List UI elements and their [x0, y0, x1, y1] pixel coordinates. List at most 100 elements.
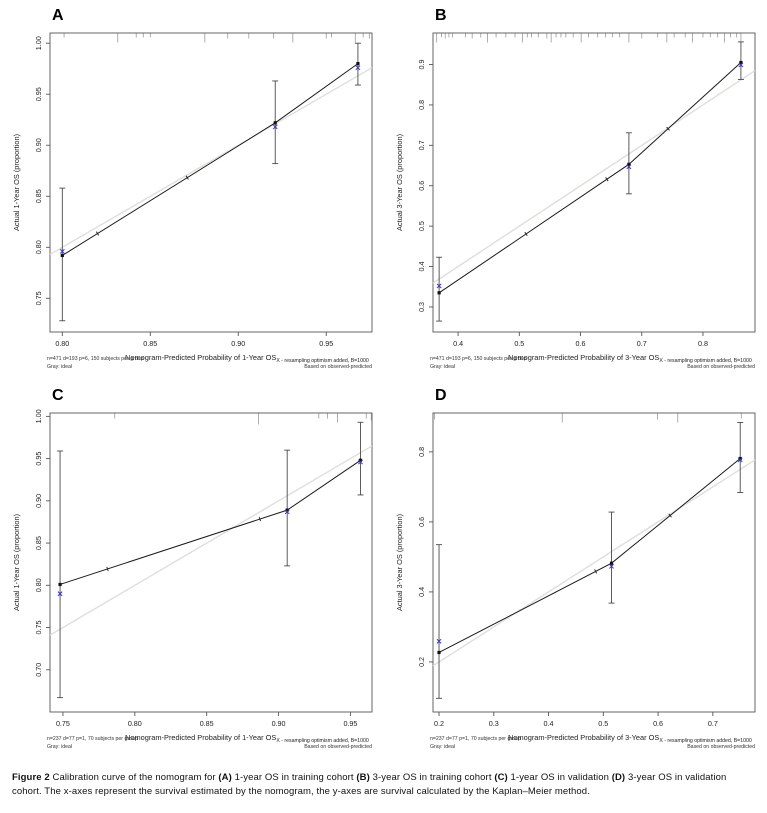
calibration-plot-svg: A 0.80 0.85 0.90 0.95 0.75 0.80 0.85 0.90 0.95 1.0… — [12, 7, 373, 370]
footnote-observed-predicted: Based on observed-predicted — [687, 744, 755, 750]
panel-letter: C — [52, 387, 64, 404]
y-axis-title: Actual 1-Year OS (proportion) — [12, 514, 21, 611]
caption-text-segment: 3-year OS in training cohort — [369, 772, 495, 783]
y-axis-tick-label: 0.9 — [417, 60, 426, 70]
line-segment-tick — [666, 126, 670, 131]
observed-point-marker — [60, 253, 64, 258]
y-axis-tick-label: 0.2 — [417, 657, 426, 667]
panel-d-calibration-3yr-validation: D 0.2 0.3 0.4 0.5 0.6 0.7 0.2 0.4 0.6 0.8 Actual 3-… — [383, 380, 767, 768]
y-axis-tick-label: 0.85 — [34, 189, 43, 203]
footnote-observed-predicted: Based on observed-predicted — [304, 744, 372, 750]
y-axis-tick-label: 0.90 — [34, 494, 43, 508]
panel-c-calibration-1yr-validation: C 0.75 0.80 0.85 0.90 0.95 0.70 0.75 0.80 0.85 0.9… — [0, 380, 383, 768]
bias-corrected-x-marker — [358, 459, 363, 465]
footnote-sample-stats: n=471 d=193 p=6, 150 subjects per group — [47, 356, 144, 362]
x-axis-title: Nomogram-Predicted Probability of 1-Year… — [125, 733, 369, 744]
x-axis-tick-label: 0.80 — [55, 339, 69, 348]
bias-corrected-x-marker — [272, 124, 278, 130]
x-axis-tick-label: 0.4 — [544, 719, 554, 728]
panel-b-calibration-3yr-training: B 0.4 0.5 0.6 0.7 0.8 0.3 0.4 0.5 0.6 0.7 0.8 0.9 Act… — [383, 0, 767, 380]
observed-point-marker — [437, 291, 441, 295]
x-axis-tick-label: 0.6 — [576, 339, 586, 348]
observed-point-marker — [627, 162, 631, 166]
x-axis-tick-label: 0.3 — [489, 719, 499, 728]
x-axis-tick-label: 0.2 — [434, 719, 444, 728]
x-axis-tick-label: 0.95 — [319, 339, 333, 348]
bias-corrected-x-marker — [57, 591, 63, 597]
y-axis-tick-label: 0.80 — [34, 578, 43, 592]
calibration-line — [62, 63, 359, 256]
calibration-plot-svg: D 0.2 0.3 0.4 0.5 0.6 0.7 0.2 0.4 0.6 0.8 Actual 3-… — [395, 387, 756, 750]
calibration-line — [438, 458, 741, 653]
bias-corrected-x-marker — [355, 65, 361, 71]
bias-corrected-x-marker — [284, 509, 290, 515]
caption-bold-segment: Figure 2 — [12, 772, 53, 783]
line-segment-tick — [524, 231, 528, 237]
bias-corrected-x-marker — [59, 248, 65, 254]
ideal-line — [49, 67, 373, 256]
calibration-line — [438, 62, 742, 294]
footnote-sample-stats: n=237 d=77 p=1, 70 subjects per group — [430, 736, 521, 742]
figure-caption: Figure 2 Calibration curve of the nomogr… — [12, 771, 755, 800]
y-axis-tick-label: 0.6 — [417, 181, 426, 191]
y-axis-tick-label: 0.95 — [34, 452, 43, 466]
plot-frame — [432, 32, 756, 333]
ideal-line — [432, 459, 756, 667]
caption-text-segment: 1-year OS in validation — [507, 772, 612, 783]
y-axis-tick-label: 0.95 — [34, 87, 43, 101]
x-axis-title-main: Nomogram-Predicted Probability of 3-Year… — [508, 353, 659, 362]
x-axis-title-main: Nomogram-Predicted Probability of 1-Year… — [125, 733, 276, 742]
calibration-plot-svg: B 0.4 0.5 0.6 0.7 0.8 0.3 0.4 0.5 0.6 0.7 0.8 0.9 Act… — [395, 7, 756, 370]
y-axis-tick-label: 1.00 — [34, 36, 43, 50]
plot-frame — [432, 412, 756, 713]
x-axis-title-main: Nomogram-Predicted Probability of 3-Year… — [508, 733, 659, 742]
ideal-line — [49, 445, 373, 636]
line-segment-tick — [258, 516, 261, 522]
y-axis-title: Actual 3-Year OS (proportion) — [395, 514, 404, 611]
x-axis-tick-label: 0.7 — [637, 339, 647, 348]
observed-point-marker — [58, 582, 62, 587]
x-axis-tick-label: 0.95 — [343, 719, 357, 728]
y-axis-tick-label: 0.70 — [34, 663, 43, 677]
bias-corrected-x-marker — [436, 638, 442, 644]
x-axis-tick-label: 0.8 — [698, 339, 708, 348]
x-axis-tick-label: 0.80 — [128, 719, 142, 728]
x-axis-title-subscript: X - resampling optimism added, B=1000 — [276, 738, 369, 744]
footnote-gray-ideal: Gray: ideal — [430, 744, 455, 750]
y-axis-tick-label: 0.3 — [417, 302, 426, 312]
observed-point-marker — [739, 60, 743, 65]
bias-corrected-x-marker — [626, 164, 632, 170]
observed-point-marker — [609, 561, 614, 565]
footnote-sample-stats: n=471 d=193 p=6, 150 subjects per group — [430, 356, 527, 362]
x-axis-tick-label: 0.5 — [598, 719, 608, 728]
y-axis-tick-label: 0.7 — [417, 140, 426, 150]
panel-letter: D — [435, 387, 447, 404]
x-axis-tick-label: 0.85 — [143, 339, 157, 348]
bias-corrected-x-marker — [737, 457, 743, 463]
x-axis-tick-label: 0.90 — [231, 339, 245, 348]
footnote-observed-predicted: Based on observed-predicted — [687, 364, 755, 370]
x-axis-tick-label: 0.6 — [653, 719, 663, 728]
y-axis-tick-label: 0.80 — [34, 240, 43, 254]
ideal-line — [432, 69, 756, 284]
caption-text-segment: Calibration curve of the nomogram for — [52, 772, 219, 783]
line-segment-tick — [106, 566, 109, 572]
panel-letter: B — [435, 7, 447, 24]
y-axis-tick-label: 0.8 — [417, 447, 426, 457]
panel-a-calibration-1yr-training: A 0.80 0.85 0.90 0.95 0.75 0.80 0.85 0.90 0.95 1.0… — [0, 0, 383, 380]
footnote-gray-ideal: Gray: ideal — [430, 364, 455, 370]
y-axis-title: Actual 3-Year OS (proportion) — [395, 134, 404, 231]
plot-frame — [49, 32, 373, 333]
y-axis-tick-label: 0.5 — [417, 221, 426, 231]
x-axis-tick-label: 0.7 — [708, 719, 718, 728]
observed-point-marker — [437, 650, 441, 655]
y-axis-title: Actual 1-Year OS (proportion) — [12, 134, 21, 231]
y-axis-tick-label: 0.90 — [34, 138, 43, 152]
y-axis-tick-label: 0.4 — [417, 587, 426, 597]
bias-corrected-x-marker — [436, 283, 442, 289]
x-axis-title-subscript: X - resampling optimism added, B=1000 — [659, 358, 752, 364]
caption-text-segment: 1-year OS in training cohort — [231, 772, 357, 783]
y-axis-tick-label: 0.4 — [417, 262, 426, 272]
observed-point-marker — [285, 508, 289, 512]
